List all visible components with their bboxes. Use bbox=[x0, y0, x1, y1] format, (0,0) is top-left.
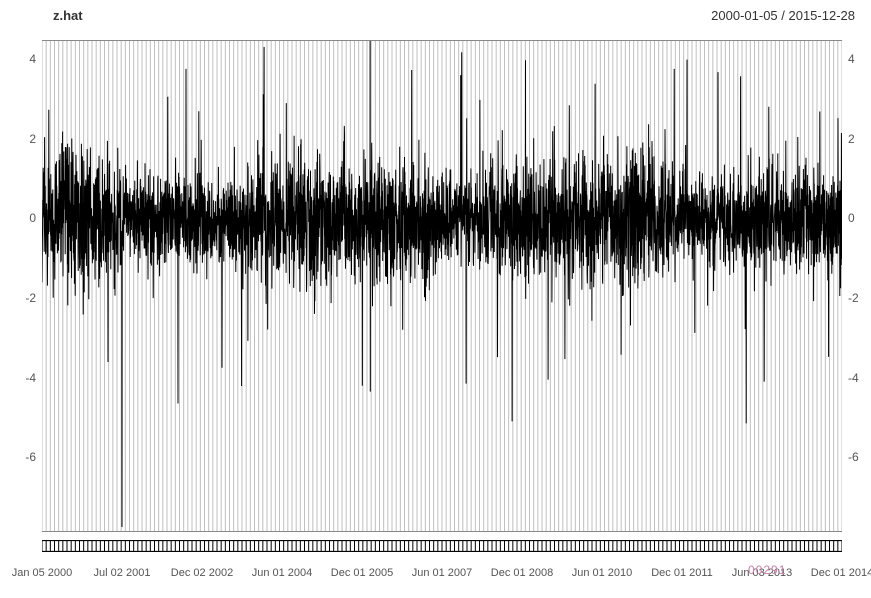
ytick-left: 4 bbox=[12, 52, 36, 66]
ytick-right: 2 bbox=[848, 132, 871, 146]
xtick: Jun 01 2010 bbox=[572, 567, 633, 579]
ytick-right: -6 bbox=[848, 450, 871, 464]
ytick-right: -4 bbox=[848, 371, 871, 385]
rug-svg bbox=[42, 540, 842, 552]
ytick-right: 4 bbox=[848, 52, 871, 66]
xtick: Dec 02 2002 bbox=[171, 567, 233, 579]
plot-area bbox=[42, 40, 842, 532]
xtick: Jun 01 2004 bbox=[252, 567, 313, 579]
chart-title-left: z.hat bbox=[53, 8, 83, 23]
ytick-right: -2 bbox=[848, 291, 871, 305]
ytick-right: 0 bbox=[848, 211, 871, 225]
xtick: Jul 02 2001 bbox=[94, 567, 151, 579]
xtick: Jun 01 2007 bbox=[412, 567, 473, 579]
ytick-left: -4 bbox=[12, 371, 36, 385]
xtick: Dec 01 2011 bbox=[651, 567, 713, 579]
ytick-left: 2 bbox=[12, 132, 36, 146]
xtick: Jan 05 2000 bbox=[12, 567, 73, 579]
plot-svg bbox=[42, 41, 842, 531]
xtick: Dec 01 2005 bbox=[331, 567, 393, 579]
xtick: Dec 01 2014 bbox=[811, 567, 871, 579]
x-rug bbox=[42, 540, 842, 552]
chart-title-right: 2000-01-05 / 2015-12-28 bbox=[711, 8, 855, 23]
watermark: 00291 bbox=[748, 563, 786, 577]
ytick-left: -2 bbox=[12, 291, 36, 305]
ytick-left: 0 bbox=[12, 211, 36, 225]
ytick-left: -6 bbox=[12, 450, 36, 464]
xtick: Dec 01 2008 bbox=[491, 567, 553, 579]
